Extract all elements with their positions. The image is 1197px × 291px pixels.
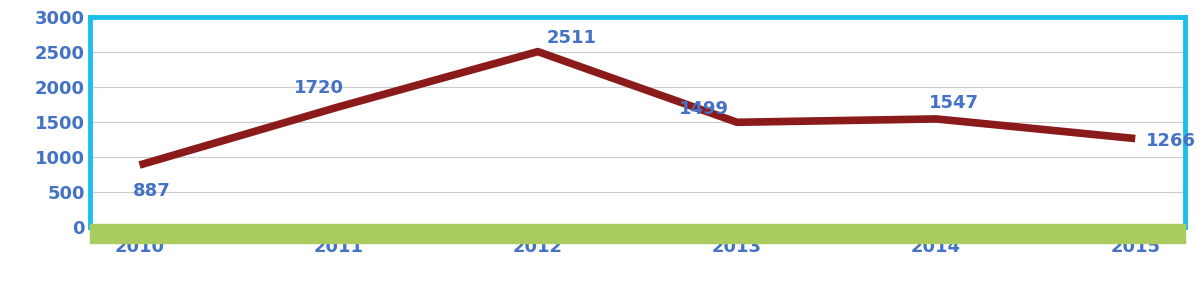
Text: 1720: 1720 — [294, 79, 345, 97]
Text: 1547: 1547 — [929, 94, 979, 112]
Text: 887: 887 — [133, 182, 170, 200]
Text: 1266: 1266 — [1147, 132, 1196, 150]
Text: 2511: 2511 — [546, 29, 596, 47]
Text: 1499: 1499 — [679, 100, 729, 118]
